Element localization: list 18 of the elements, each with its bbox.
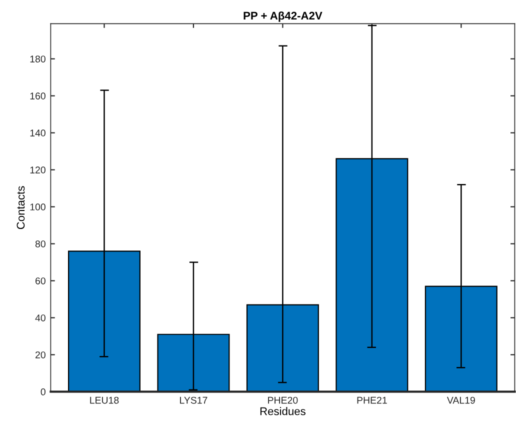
x-tick-label: PHE20: [268, 396, 298, 404]
chart-title: PP + Aβ42-A2V: [244, 11, 322, 22]
y-tick-label: 60: [36, 277, 46, 284]
y-tick-label: 160: [30, 92, 46, 100]
y-axis-title: Contacts: [16, 186, 25, 230]
y-tick-label: 80: [35, 240, 46, 248]
y-tick-label: 0: [40, 388, 46, 396]
y-tick-label: 100: [30, 204, 46, 210]
y-tick-label: 120: [30, 166, 46, 174]
x-tick-label: VAL19: [446, 396, 475, 404]
y-tick-label: 40: [35, 314, 46, 322]
x-tick-label: LYS17: [180, 396, 208, 404]
y-tick-label: 20: [36, 351, 46, 358]
x-axis-title: Residues: [260, 407, 306, 416]
x-tick-label: PHE21: [357, 396, 387, 404]
y-tick-label: 140: [30, 130, 46, 136]
y-tick-label: 180: [30, 56, 46, 62]
x-tick-label: LEU18: [90, 396, 119, 404]
